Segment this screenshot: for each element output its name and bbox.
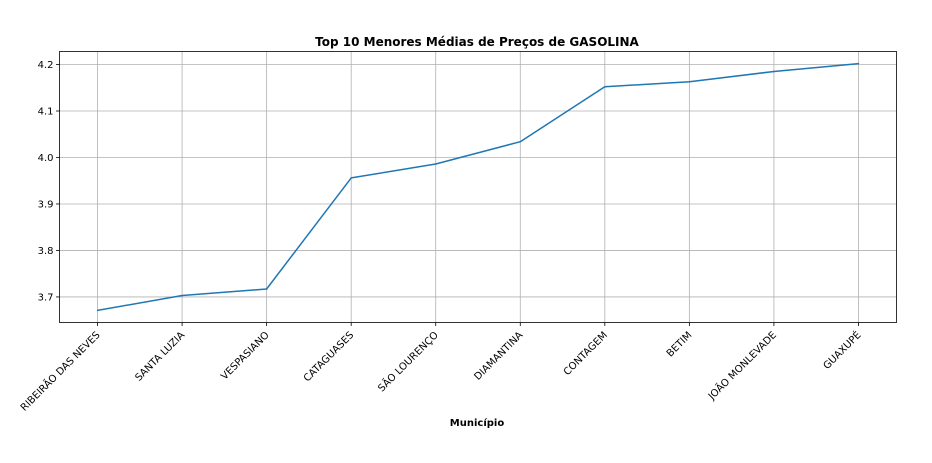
y-tick-label: 3.7 (38, 292, 54, 303)
grid-lines (59, 51, 897, 323)
data-point (434, 163, 437, 165)
data-point (519, 140, 522, 143)
x-tick-label: BETIM (665, 330, 695, 360)
x-axis-label: Município (450, 417, 505, 429)
y-tick-label: 4.0 (38, 153, 54, 164)
y-tick-label: 3.8 (38, 246, 54, 257)
x-tick-label: SANTA LUZIA (133, 330, 187, 384)
data-point (96, 309, 99, 312)
data-point (857, 62, 860, 65)
x-tick-label: RIBEIRÃO DAS NEVES (17, 328, 102, 413)
y-tick-label: 3.9 (38, 199, 54, 210)
data-point (181, 294, 183, 297)
x-tick-label: JOÃO MONLEVADE (705, 328, 779, 402)
y-tick-label: 4.1 (38, 106, 54, 117)
x-tick-label: VESPASIANO (219, 330, 272, 383)
y-axis: 3.7 3.8 3.9 4.0 4.1 4.2 (38, 60, 60, 303)
x-tick-label: CATAGUASES (302, 330, 356, 384)
data-point (265, 288, 268, 290)
x-axis: RIBEIRÃO DAS NEVES SANTA LUZIA VESPASIANO C… (17, 322, 864, 414)
data-point (350, 177, 352, 179)
plot-frame (59, 51, 897, 323)
x-tick-label: SÃO LOURENÇO (375, 328, 441, 394)
series-layer (96, 62, 860, 312)
chart-title: Top 10 Menores Médias de Preços de GASOL… (315, 35, 639, 49)
x-tick-label: CONTAGEM (562, 330, 610, 378)
x-tick-label: DIAMANTINA (472, 330, 525, 383)
y-tick-label: 4.2 (38, 60, 54, 71)
data-point (773, 70, 775, 73)
data-point (604, 86, 606, 88)
series-line (97, 62, 859, 312)
data-point (688, 80, 691, 83)
x-tick-label: GUAXUPÉ (820, 328, 863, 371)
